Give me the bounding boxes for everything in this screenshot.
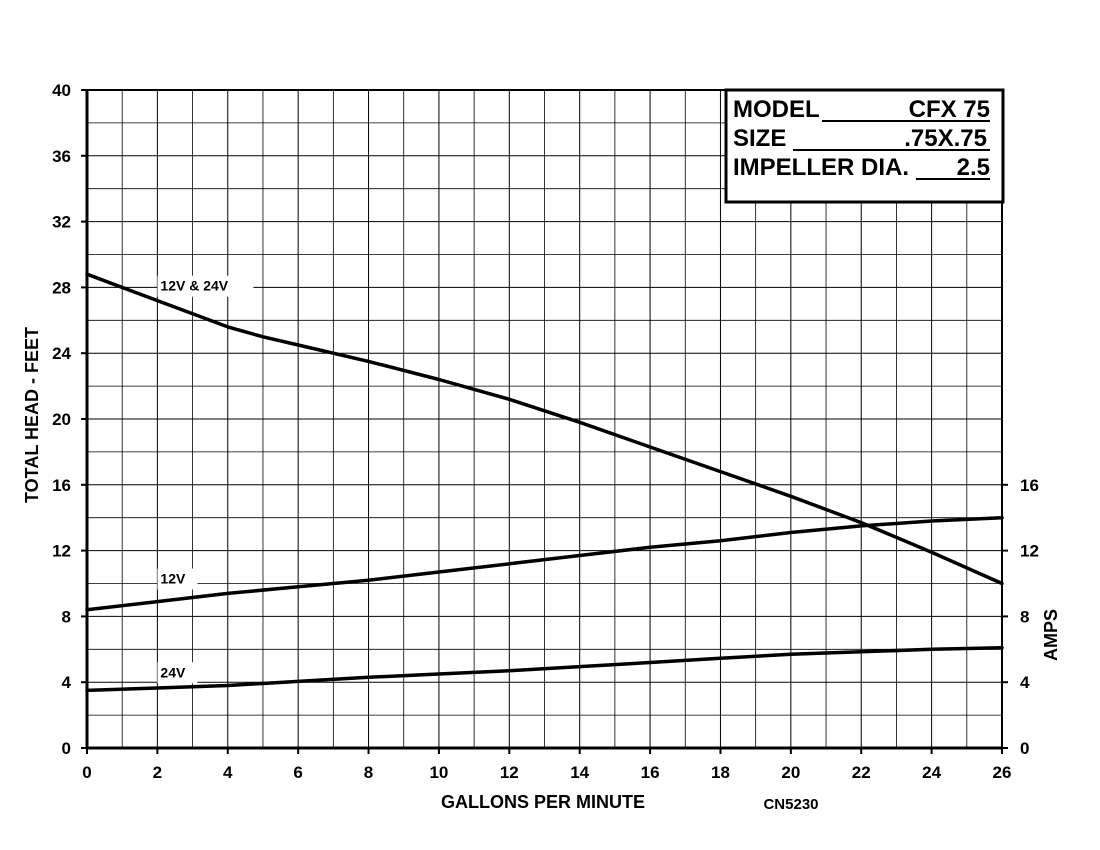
x-tick-label: 10 bbox=[429, 763, 448, 782]
chart-code-label: CN5230 bbox=[763, 796, 818, 813]
x-tick-label: 8 bbox=[364, 763, 373, 782]
y-tick-label: 16 bbox=[52, 476, 71, 495]
series-line-1 bbox=[85, 272, 1004, 586]
impeller-value: 2.5 bbox=[957, 154, 990, 181]
y2-tick-label: 16 bbox=[1020, 476, 1039, 495]
model-label: MODEL bbox=[733, 96, 820, 123]
y-tick-label: 8 bbox=[62, 607, 71, 626]
y-tick-label: 0 bbox=[62, 739, 71, 758]
y-tick-label: 12 bbox=[52, 542, 71, 561]
x-tick-label: 2 bbox=[153, 763, 162, 782]
info-box: MODEL CFX 75 SIZE .75X.75 IMPELLER DIA. … bbox=[724, 88, 1005, 204]
y2-tick-label: 12 bbox=[1020, 542, 1039, 561]
y-tick-label: 28 bbox=[52, 278, 71, 297]
x-tick-label: 20 bbox=[781, 763, 800, 782]
y-tick-label: 36 bbox=[52, 147, 71, 166]
series-label-background bbox=[157, 662, 198, 684]
tick-labels: 0 2 4 6 8 10 12 14 16 18 20 22 24 2604812162024283236… bbox=[52, 81, 1039, 782]
size-value: .75X.75 bbox=[904, 125, 987, 152]
x-tick-label: 22 bbox=[852, 763, 871, 782]
series-label-background bbox=[157, 275, 254, 297]
series-labels: 12V & 24V 12V 24V bbox=[157, 275, 254, 684]
y2-tick-label: 4 bbox=[1020, 673, 1030, 692]
impeller-label: IMPELLER DIA. bbox=[733, 154, 909, 181]
x-tick-label: 6 bbox=[293, 763, 302, 782]
series-label-1: 12V & 24V bbox=[160, 278, 228, 294]
x-axis-title: GALLONS PER MINUTE bbox=[441, 792, 645, 812]
y-tick-label: 40 bbox=[52, 81, 71, 100]
series-label-3: 24V bbox=[160, 664, 186, 680]
y-tick-label: 32 bbox=[52, 213, 71, 232]
x-tick-label: 0 bbox=[82, 763, 91, 782]
y-tick-label: 4 bbox=[62, 673, 72, 692]
size-label: SIZE bbox=[733, 125, 786, 152]
series-line-2 bbox=[85, 515, 1004, 612]
y-axis-title: TOTAL HEAD - FEET bbox=[22, 327, 42, 503]
series-label-background bbox=[157, 568, 198, 590]
y2-tick-label: 8 bbox=[1020, 607, 1029, 626]
x-tick-label: 26 bbox=[993, 763, 1012, 782]
x-tick-label: 12 bbox=[500, 763, 519, 782]
y2-tick-label: 0 bbox=[1020, 739, 1029, 758]
series-label-2: 12V bbox=[160, 571, 186, 587]
y-tick-label: 20 bbox=[52, 410, 71, 429]
y-tick-label: 24 bbox=[52, 344, 71, 363]
series-lines bbox=[85, 272, 1004, 693]
x-tick-label: 16 bbox=[641, 763, 660, 782]
info-box-frame bbox=[724, 88, 1005, 204]
x-tick-label: 14 bbox=[570, 763, 589, 782]
x-tick-label: 24 bbox=[922, 763, 941, 782]
x-tick-label: 18 bbox=[711, 763, 730, 782]
model-value: CFX 75 bbox=[909, 96, 990, 123]
series-line-3 bbox=[85, 645, 1004, 693]
y2-axis-title: AMPS bbox=[1041, 609, 1061, 661]
x-tick-label: 4 bbox=[223, 763, 233, 782]
